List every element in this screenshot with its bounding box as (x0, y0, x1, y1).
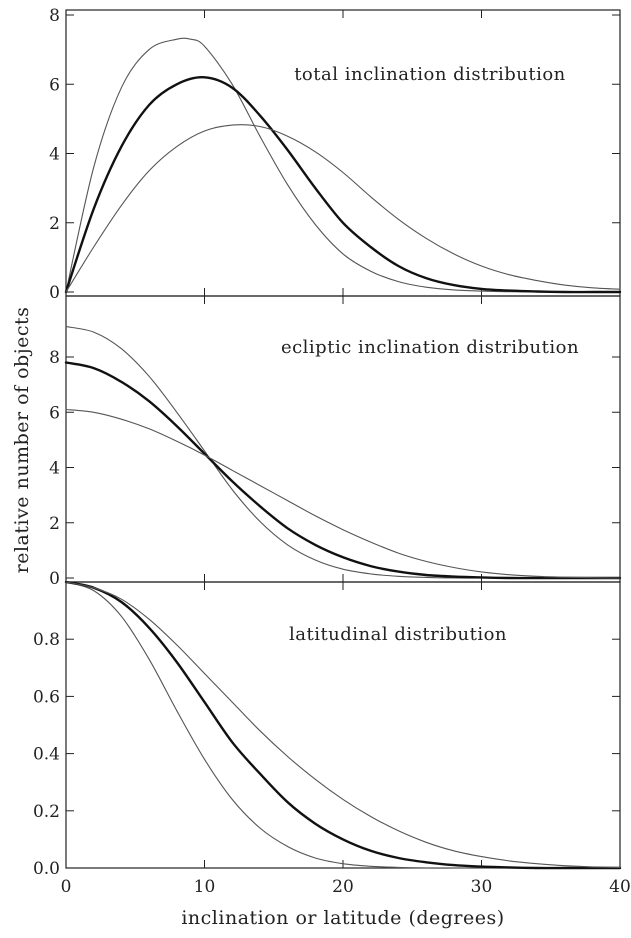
y-tick-label: 8 (49, 348, 60, 368)
y-tick-label: 2 (49, 214, 60, 234)
y-tick-label: 4 (49, 459, 60, 479)
y-tick-label: 0.6 (33, 687, 60, 707)
series-1-thin-line (65, 326, 621, 579)
series-3-thin-line (65, 581, 621, 868)
y-tick-label: 0 (49, 283, 60, 303)
series-3-thin-line (65, 124, 621, 293)
panel-2: 0 2 4 6 8 ecliptic inclination distribution (49, 295, 622, 589)
y-tick-label: 8 (49, 6, 60, 26)
panel-title: total inclination distribution (294, 64, 566, 85)
chart-panels: 0 2 4 6 8 total inclination distribution 0 2 4 6 8… (33, 6, 631, 897)
panel-title: latitudinal distribution (289, 624, 507, 645)
panel-title: ecliptic inclination distribution (281, 337, 579, 358)
y-tick-label: 0.4 (33, 745, 60, 765)
x-tick-label: 0 (61, 877, 72, 897)
y-tick-label: 0 (49, 569, 60, 589)
x-tick-label: 10 (194, 877, 216, 897)
panel-1: 0 2 4 6 8 total inclination distribution (49, 6, 622, 303)
series-2-thick-line (64, 76, 622, 294)
y-axis-title: relative number of objects (11, 307, 33, 574)
x-tick-label: 30 (471, 877, 493, 897)
y-tick-label: 2 (49, 514, 60, 534)
x-axis-title: inclination or latitude (degrees) (181, 907, 504, 929)
y-tick-label: 0.0 (33, 859, 60, 879)
series-3-thin-line (65, 408, 621, 579)
series-2-thick-line (64, 361, 622, 580)
series-2-thick-line (64, 580, 622, 870)
x-tick-label: 40 (609, 877, 631, 897)
y-tick-label: 6 (49, 75, 60, 95)
panel-3: 0.0 0.2 0.4 0.6 0.8 latitudinal distribution (33, 580, 622, 879)
x-tick-label: 20 (332, 877, 354, 897)
y-tick-label: 0.8 (33, 630, 60, 650)
y-tick-label: 6 (49, 403, 60, 423)
x-tick-labels: 0 10 20 30 40 (61, 877, 631, 897)
y-tick-label: 4 (49, 145, 60, 165)
y-tick-label: 0.2 (33, 802, 60, 822)
panel-frame (65, 9, 621, 297)
